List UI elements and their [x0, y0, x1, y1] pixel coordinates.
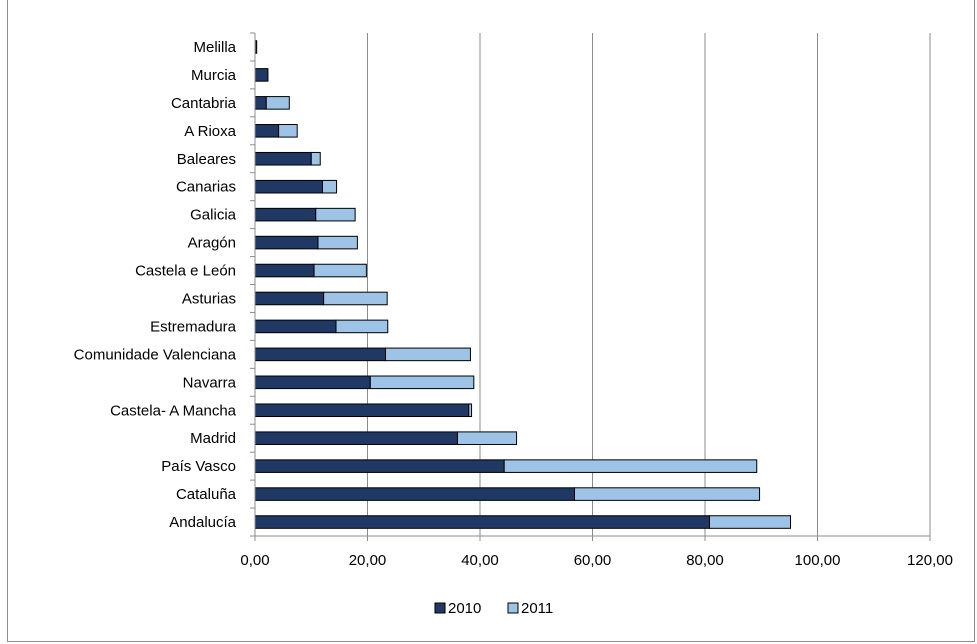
bar-2010-estremadura: [254, 319, 337, 334]
bar-2010-castela-a-mancha: [254, 403, 470, 418]
bar-2011-arag-n: [317, 235, 358, 250]
bars: [254, 40, 791, 529]
bar-2010-murcia: [254, 68, 269, 82]
bar-2010-navarra: [254, 375, 371, 390]
bar-2011-pa-s-vasco: [503, 459, 758, 473]
axes: [250, 32, 931, 541]
bar-2011-a-rioxa: [278, 124, 298, 138]
bar-2011-canarias: [322, 179, 338, 194]
bar-2010-andaluc-a: [254, 515, 710, 529]
bar-2011-estremadura: [335, 319, 389, 334]
category-label: Cantabria: [171, 95, 237, 112]
x-tick-label: 100,00: [795, 552, 841, 569]
x-tick-label: 120,00: [907, 552, 953, 569]
bar-2011-comunidade-valenciana: [385, 347, 471, 362]
category-label: Galicia: [190, 207, 237, 224]
bar-2011-madrid: [457, 431, 518, 445]
category-label: Estremadura: [150, 318, 237, 335]
bar-2011-cantabria: [265, 96, 290, 110]
bar-2011-catalu-a: [574, 487, 761, 501]
category-label: Baleares: [177, 151, 236, 168]
category-label: Asturias: [182, 290, 236, 307]
category-labels: Melilla Murcia Cantabria A Rioxa Baleares Can…: [74, 39, 237, 531]
bar-2011-castela-e-le-n: [313, 263, 367, 278]
bar-2010-pa-s-vasco: [254, 459, 505, 473]
bar-2010-baleares: [254, 151, 312, 166]
category-label: Castela e León: [135, 263, 236, 280]
bar-2010-madrid: [254, 431, 458, 445]
category-label: A Rioxa: [184, 123, 236, 140]
legend: 2010 2011: [434, 600, 553, 617]
chart-frame: [7, 0, 975, 642]
bar-2011-asturias: [323, 291, 388, 306]
category-label: Navarra: [183, 374, 237, 391]
bar-2010-castela-e-le-n: [254, 263, 315, 278]
category-label: Aragón: [188, 235, 236, 252]
x-tick-label: 40,00: [461, 552, 499, 569]
x-tick-label: 80,00: [686, 552, 724, 569]
bar-2011-castela-a-mancha: [468, 403, 473, 418]
legend-swatch-2010: [434, 602, 446, 614]
category-label: País Vasco: [161, 458, 236, 475]
bar-2011-baleares: [310, 151, 321, 166]
bar-2011-andaluc-a: [709, 515, 791, 529]
bar-2011-galicia: [315, 207, 356, 222]
bar-2010-a-rioxa: [254, 124, 280, 138]
x-tick-labels: 0,00 20,00 40,00 60,00 80,00 100,00 120,00: [240, 552, 953, 569]
category-label: Andalucía: [169, 514, 236, 531]
category-label: Castela- A Mancha: [110, 402, 237, 419]
bar-2010-asturias: [254, 291, 325, 306]
legend-label-2011: 2011: [521, 600, 553, 617]
category-label: Melilla: [193, 39, 236, 56]
bar-2011-navarra: [369, 375, 475, 390]
category-label: Canarias: [176, 179, 236, 196]
x-tick-label: 20,00: [349, 552, 387, 569]
bar-2010-catalu-a: [254, 487, 575, 501]
bar-2010-canarias: [254, 179, 323, 194]
legend-swatch-2011: [507, 602, 519, 614]
gridlines: [367, 33, 931, 536]
bar-2010-arag-n: [254, 235, 319, 250]
category-label: Comunidade Valenciana: [74, 346, 237, 363]
bar-2010-comunidade-valenciana: [254, 347, 386, 362]
x-tick-label: 0,00: [240, 552, 269, 569]
category-label: Murcia: [191, 67, 237, 84]
bar-2010-cantabria: [254, 96, 267, 110]
category-label: Madrid: [190, 430, 236, 447]
legend-label-2010: 2010: [448, 600, 481, 617]
category-label: Cataluña: [176, 486, 237, 503]
bar-2010-galicia: [254, 207, 317, 222]
x-tick-label: 60,00: [574, 552, 612, 569]
